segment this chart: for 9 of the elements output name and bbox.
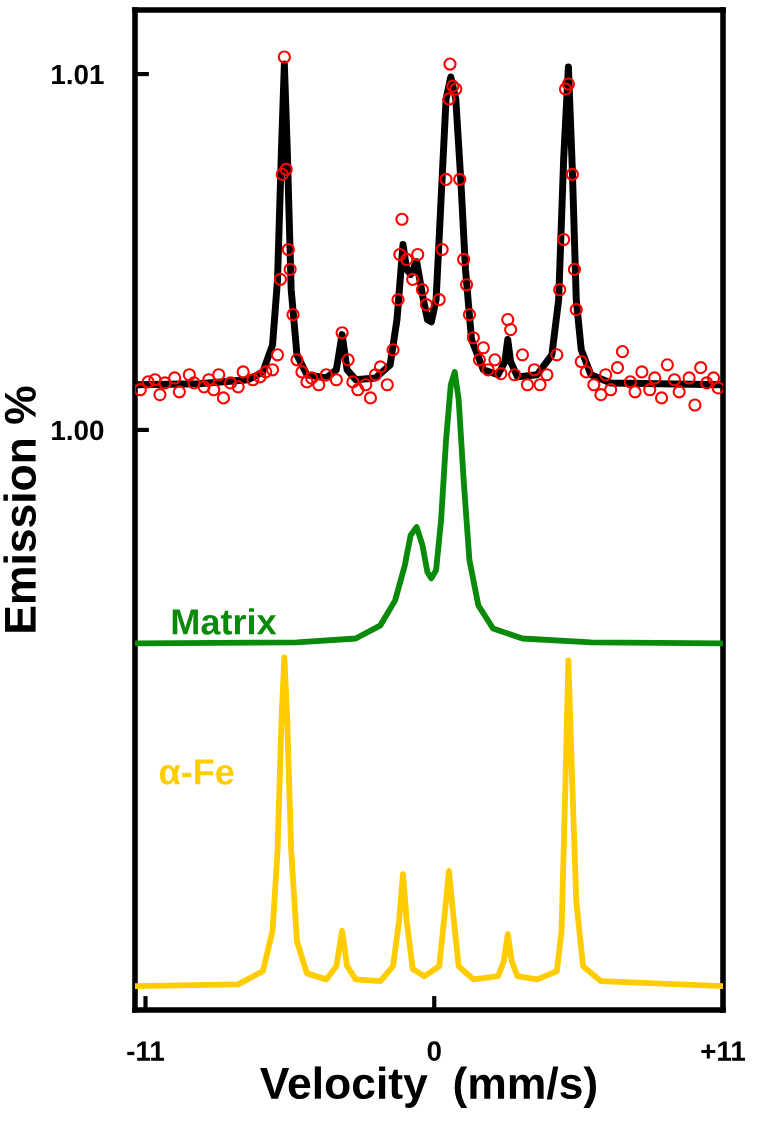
x-tick-label: +11: [701, 1041, 746, 1061]
series-label: α-Fe: [159, 759, 234, 785]
x-tick-label: -11: [127, 1041, 165, 1061]
y-tick-label: 1.01: [52, 64, 104, 85]
series-label: Matrix: [172, 608, 277, 635]
x-tick-label: 0: [427, 1041, 441, 1061]
y-axis-title: Emission %: [3, 386, 37, 632]
y-tick-label: 1.00: [52, 420, 104, 441]
x-axis-title: Velocity (mm/s): [260, 1066, 596, 1108]
